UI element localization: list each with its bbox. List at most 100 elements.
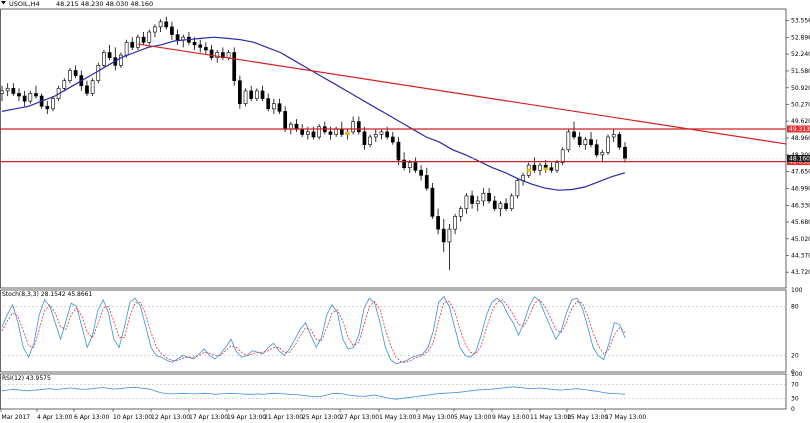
candle-body [192,41,197,46]
candle-body [17,93,21,97]
panel-frame [0,289,787,373]
price-tick-label: 53.556 [791,17,810,24]
candle-body [311,131,316,138]
candle-body [85,85,89,94]
candle-body [266,98,271,110]
indicator-tick-label: 70 [791,382,799,389]
candle-body [204,47,208,51]
candle-body [62,80,67,89]
time-tick-label: 6 Apr 13:00 [74,414,109,421]
time-tick-label: 15 May 13:00 [567,414,608,421]
candle-body [119,54,123,66]
price-tick-label: 47.650 [791,169,810,176]
candle-body [441,228,446,243]
signal-markers [345,131,549,172]
candle-body [436,216,440,230]
candle-body [305,131,310,135]
stoch-axis: 100 80 20 0 [0,287,803,376]
indicator-tick-label: 20 [791,353,799,360]
candle-body [487,192,491,202]
candle-body [475,200,480,204]
candle-body [498,203,503,209]
ohlc-readout: 48.215 48.230 48.030 48.160 [56,0,153,8]
candle-body [170,26,174,35]
candle-body [283,111,288,130]
candle-body [51,98,55,110]
price-tick-label: 52.240 [791,51,810,58]
current-price-label: 48.160 [789,155,810,162]
candle-body [141,36,146,43]
candle-body [334,129,339,135]
candle-body [492,200,497,209]
candle-body [385,131,389,138]
candle-body [362,131,367,145]
candle-body [181,36,186,41]
candle-body [255,90,259,99]
time-tick-label: 17 Apr 13:00 [189,414,228,421]
candle-body [356,121,361,133]
candle-body [600,152,605,156]
descending-trendline[interactable] [137,43,787,145]
candle-body [543,164,548,168]
candle-body [226,52,231,58]
candle-body [589,139,593,145]
candle-body [623,146,627,159]
candle-body [317,126,322,138]
candle-body [424,175,429,189]
time-tick-label: 1 May 13:00 [379,414,417,421]
symbol-menu-icon[interactable] [1,1,6,5]
time-tick-label: 25 Apr 13:00 [302,414,341,421]
candle-body [430,187,435,217]
price-tick-label: 51.580 [791,68,810,75]
candle-body [136,36,140,48]
stoch-label: Stoch(8,3,3) 28.1542 45.8661 [2,291,93,298]
stoch-main-line [1,295,626,365]
candle-body [447,228,452,243]
candle-body [209,49,214,58]
candle-body [577,136,582,145]
indicator-tick-label: 100 [791,287,803,294]
candle-body [509,195,514,209]
candle-body [402,159,406,168]
candle-body [481,192,486,202]
panel-frame [0,8,787,289]
rsi-line [1,386,626,400]
time-tick-label: 3 May 13:00 [417,414,455,421]
candle-body [606,136,610,153]
time-tick-label: 9 May 13:00 [492,414,530,421]
level-tag-label: 49.313 [789,126,810,133]
candle-body [379,131,384,135]
candle-body [249,90,254,99]
candle-body [73,70,78,76]
time-tick-label: 21 Apr 13:00 [264,414,303,421]
candle-body [453,216,457,230]
candle-body [215,52,220,58]
level-tag [787,125,810,133]
candle-body [594,144,599,156]
candle-body [96,65,101,81]
time-tick-label: 19 Apr 13:00 [227,414,266,421]
candlestick-series [0,16,627,271]
candle-body [583,139,588,145]
candle-body [153,26,157,33]
indicator-tick-label: 80 [791,303,799,310]
time-tick-label: 4 Apr 13:00 [37,414,72,421]
candle-body [419,169,423,176]
candle-body [238,80,242,105]
candle-body [68,70,72,81]
candle-body [396,141,401,161]
candle-body [28,93,33,102]
candle-body [549,167,554,171]
candle-body [198,44,203,48]
candle-body [351,121,356,133]
candle-body [504,203,508,209]
time-tick-label: 11 May 13:00 [530,414,571,421]
candle-body [538,164,542,171]
candle-body [22,95,27,102]
candle-body [260,90,265,99]
candle-body [532,164,537,171]
candle-body [555,162,559,171]
panel-frames [0,8,787,410]
